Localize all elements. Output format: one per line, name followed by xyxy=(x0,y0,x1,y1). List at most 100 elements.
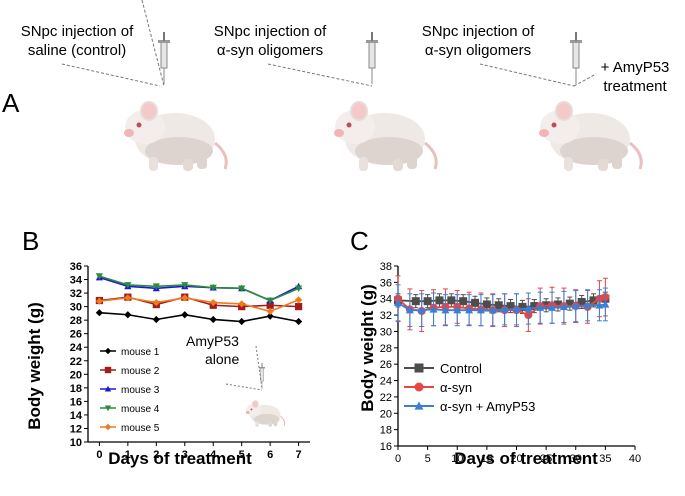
chart-c-point-syn-amyp53 xyxy=(559,302,568,311)
amyp53-annotation-line2: alone xyxy=(205,351,239,367)
chart-b-point-mouse-1 xyxy=(295,317,303,326)
chart-c-point-syn-amyp53 xyxy=(465,306,474,314)
chart-b-legend-label: mouse 3 xyxy=(121,385,160,396)
chart-b-point-mouse-5 xyxy=(266,307,274,315)
chart-b-point-mouse-5 xyxy=(124,294,132,302)
chart-c-xlabel: Days of treatment xyxy=(454,449,598,468)
chart-c-legend-marker xyxy=(414,363,424,373)
chart-c-point-control xyxy=(565,299,574,308)
syringe-1-icon xyxy=(157,31,171,85)
chart-c-point-control xyxy=(494,301,503,310)
chart-c-point-control xyxy=(411,297,420,306)
chart-b-legend-label: mouse 5 xyxy=(121,423,160,434)
chart-c-point-control xyxy=(589,296,598,305)
chart-c-legend-marker xyxy=(414,382,424,392)
chart-c-ytick-label: 34 xyxy=(380,294,392,306)
group3-extra-line2: treatment xyxy=(603,78,667,95)
chart-c-ytick-label: 22 xyxy=(380,392,392,404)
chart-c-point-syn-amyp53 xyxy=(595,301,604,309)
chart-c-ylabel: Body weight (g) xyxy=(358,284,377,411)
chart-b-point-mouse-4 xyxy=(181,282,189,289)
group2-caption: SNpc injection of α-syn oligomers xyxy=(200,22,340,60)
group2-caption-line1: SNpc injection of xyxy=(213,23,327,40)
chart-b-xtick-label: 7 xyxy=(296,449,302,461)
chart-b-point-mouse-1 xyxy=(152,315,160,324)
chart-c: 16 18 20 22 24 26 28 30 32 34 36 38 0 5 10 15 20 25 30 35 40… xyxy=(358,261,641,468)
chart-b-line-mouse-4 xyxy=(99,275,299,302)
chart-c-point-syn-amyp53 xyxy=(488,306,497,314)
chart-c-point-control xyxy=(435,296,444,305)
chart-c-point-control xyxy=(482,300,491,309)
chart-c-axes: 16 18 20 22 24 26 28 30 32 34 36 38 0 5 10 15 20 25 30 35 40 xyxy=(380,261,641,465)
chart-c-xtick-label: 15 xyxy=(481,453,493,465)
chart-c-ytick-label: 30 xyxy=(380,326,392,338)
chart-c-series xyxy=(394,275,610,332)
chart-c-point-control xyxy=(459,297,468,306)
chart-b-point-mouse-4 xyxy=(95,273,103,280)
chart-b-ytick-label: 36 xyxy=(70,261,82,273)
chart-b-line-mouse-1 xyxy=(99,311,299,323)
chart-b-point-mouse-1 xyxy=(209,315,217,324)
chart-c-xtick-label: 35 xyxy=(599,453,611,465)
chart-c-point-syn-amyp53 xyxy=(583,301,592,309)
chart-b-xlabel: Days of treatment xyxy=(108,449,252,468)
chart-c-point-control xyxy=(506,302,515,311)
panel-b-letter: B xyxy=(22,226,40,256)
chart-c-point-syn-amyp53 xyxy=(429,305,438,313)
chart-c-point-control xyxy=(530,302,539,311)
group1-caption-line1: SNpc injection of xyxy=(20,23,134,40)
chart-b-ytick-label: 20 xyxy=(70,369,82,381)
chart-b-ytick-label: 34 xyxy=(70,275,83,287)
chart-c-xtick-label: 10 xyxy=(451,453,463,465)
chart-b-line-mouse-5 xyxy=(99,297,299,313)
chart-c-point-control xyxy=(447,296,456,305)
chart-c-legend-label: Control xyxy=(440,361,482,376)
chart-c-point-syn-amyp53 xyxy=(417,306,426,314)
chart-c-point-syn-amyp53 xyxy=(394,298,402,307)
chart-b-legend-label: mouse 2 xyxy=(121,366,160,377)
chart-c-xtick-label: 25 xyxy=(540,453,552,465)
chart-c-ytick-label: 24 xyxy=(380,376,392,388)
chart-b-point-mouse-4 xyxy=(238,285,246,292)
chart-c-legend-label: α-syn xyxy=(440,380,472,395)
mouse-2-icon xyxy=(332,100,438,173)
chart-b-ytick-label: 14 xyxy=(70,410,83,422)
chart-c-point-syn-amyp53 xyxy=(601,300,610,308)
chart-b-legend-label: mouse 4 xyxy=(121,404,160,415)
chart-c-point-syn-amyp53 xyxy=(453,306,462,314)
chart-c-point-control xyxy=(518,302,527,311)
chart-c-legend-label: α-syn + AmyP53 xyxy=(440,399,535,414)
chart-b-xtick-label: 4 xyxy=(210,449,217,461)
chart-b-legend-marker xyxy=(104,385,112,392)
group2-caption-line2: α-syn oligomers xyxy=(216,42,324,59)
chart-c-xtick-label: 30 xyxy=(570,453,582,465)
chart-b-xtick-label: 5 xyxy=(239,449,245,461)
amyp53-mouse-icon xyxy=(225,345,286,428)
syringe-2-icon xyxy=(365,31,379,85)
group1-caption: SNpc injection of saline (control) xyxy=(12,22,142,60)
chart-c-point-syn-amyp53 xyxy=(441,306,450,314)
chart-b-point-mouse-1 xyxy=(124,311,132,319)
chart-c-point-syn-amyp53 xyxy=(548,303,557,311)
chart-b-point-mouse-4 xyxy=(295,285,303,292)
chart-b-point-mouse-4 xyxy=(124,282,132,289)
chart-b-point-mouse-1 xyxy=(181,311,189,319)
panel-a-letter: A xyxy=(2,88,20,118)
amyp53-annotation-line1: AmyP53 xyxy=(186,333,239,349)
chart-c-legend: Control α-syn α-syn + AmyP53 xyxy=(404,361,535,414)
chart-b-legend: mouse 1 mouse 2 mouse 3 mouse 4 mouse 5 xyxy=(100,347,160,434)
chart-b-ytick-label: 26 xyxy=(70,329,82,341)
chart-b-point-mouse-2 xyxy=(295,303,303,311)
chart-b-legend-marker xyxy=(104,366,112,374)
chart-c-point-syn-amyp53 xyxy=(536,303,545,311)
chart-b-ytick-label: 30 xyxy=(70,302,82,314)
chart-b-point-mouse-1 xyxy=(95,309,103,317)
chart-b-ytick-label: 18 xyxy=(70,383,82,395)
chart-c-point-syn-amyp53 xyxy=(512,305,521,313)
chart-c-point-control xyxy=(471,298,480,307)
chart-b-xtick-label: 3 xyxy=(182,449,188,461)
chart-c-ytick-label: 16 xyxy=(380,441,392,453)
chart-c-xtick-label: 20 xyxy=(510,453,522,465)
chart-b-ytick-label: 12 xyxy=(70,423,82,435)
